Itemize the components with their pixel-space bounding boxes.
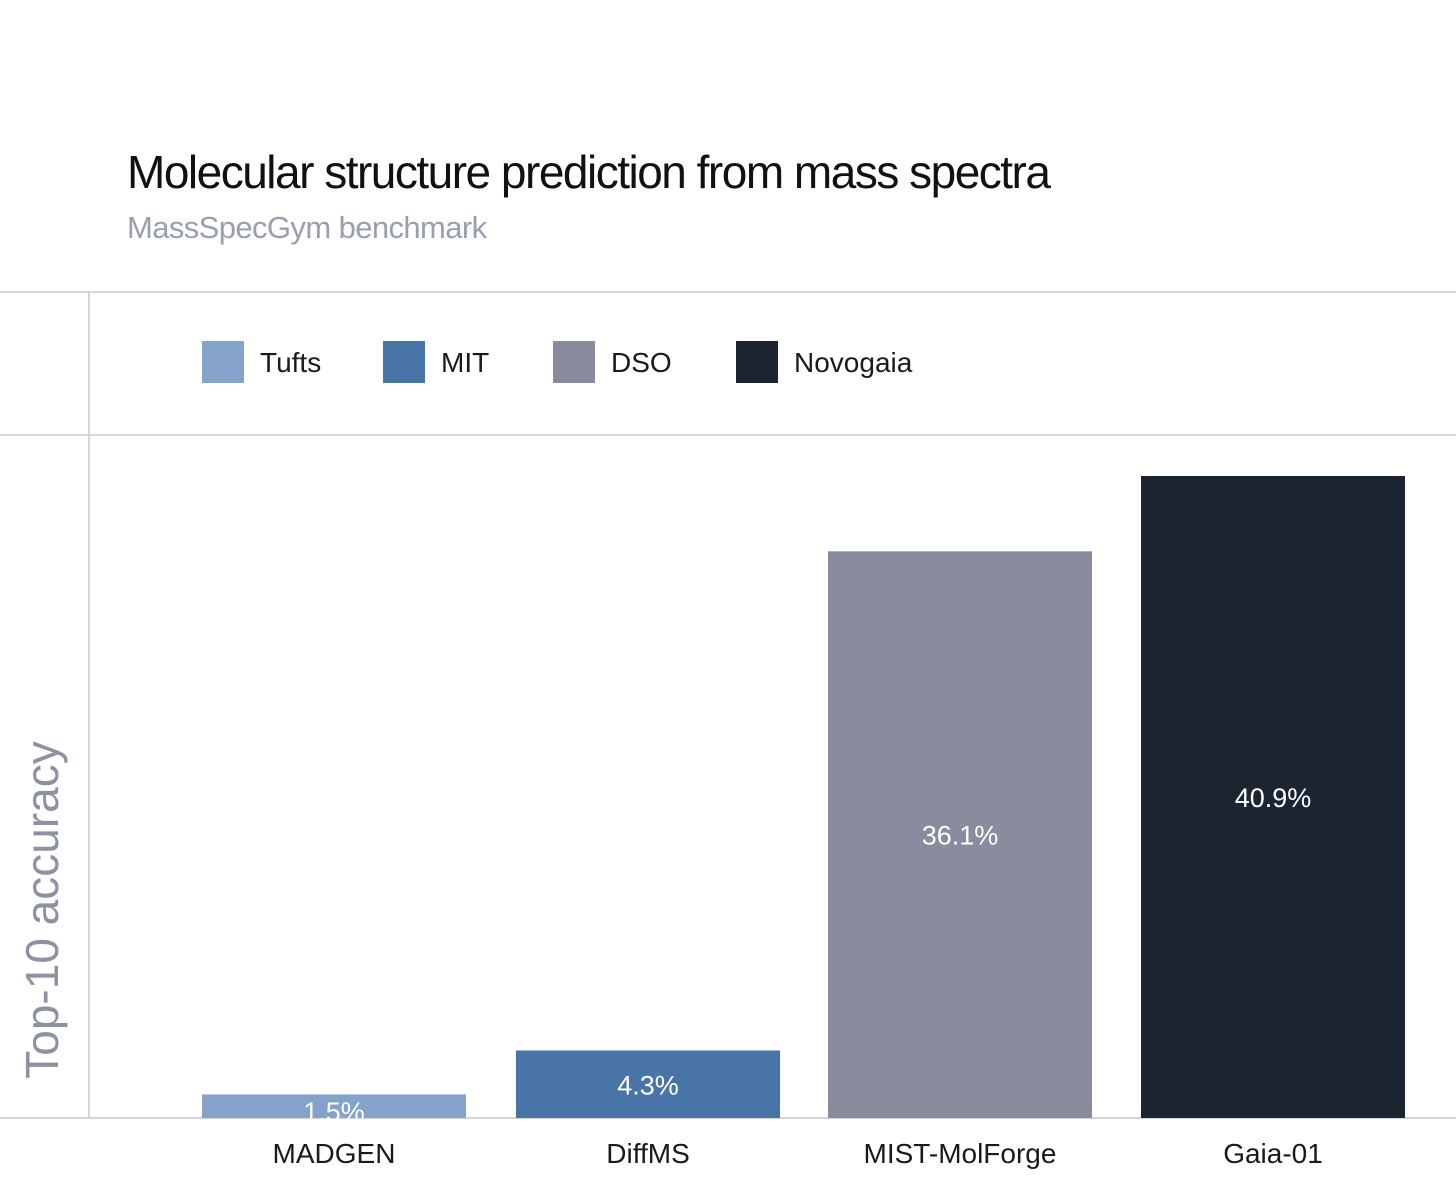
legend-label-tufts: Tufts <box>260 347 321 378</box>
chart-subtitle: MassSpecGym benchmark <box>127 210 488 245</box>
x-axis-ticks: MADGEN DiffMS MIST-MolForge Gaia-01 <box>273 1138 1323 1169</box>
legend-label-mit: MIT <box>441 347 489 378</box>
chart-title: Molecular structure prediction from mass… <box>127 146 1051 198</box>
bar-diffms <box>516 1050 780 1118</box>
bar-value-label-mist-molforge: 36.1% <box>922 821 999 851</box>
bar-madgen <box>202 1094 466 1118</box>
bar-value-label-madgen: 1.5% <box>303 1097 365 1127</box>
x-tick-mist-molforge: MIST-MolForge <box>864 1138 1057 1169</box>
x-tick-gaia-01: Gaia-01 <box>1223 1138 1323 1169</box>
legend-swatch-tufts <box>202 341 244 383</box>
legend-label-novogaia: Novogaia <box>794 347 913 378</box>
bar-series <box>202 476 1405 1118</box>
bar-value-label-gaia-01: 40.9% <box>1235 783 1312 813</box>
bar-value-labels: 1.5% 4.3% 36.1% 40.9% <box>303 783 1311 1127</box>
legend-swatch-novogaia <box>736 341 778 383</box>
legend-swatch-mit <box>383 341 425 383</box>
y-axis-label: Top-10 accuracy <box>16 741 68 1079</box>
bar-mist-molforge <box>828 551 1092 1118</box>
bar-value-label-diffms: 4.3% <box>617 1070 679 1100</box>
legend-swatch-dso <box>553 341 595 383</box>
x-tick-madgen: MADGEN <box>273 1138 396 1169</box>
legend-label-dso: DSO <box>611 347 672 378</box>
chart-legend: Tufts MIT DSO Novogaia <box>202 341 913 383</box>
x-tick-diffms: DiffMS <box>606 1138 690 1169</box>
bar-gaia-01 <box>1141 476 1405 1118</box>
